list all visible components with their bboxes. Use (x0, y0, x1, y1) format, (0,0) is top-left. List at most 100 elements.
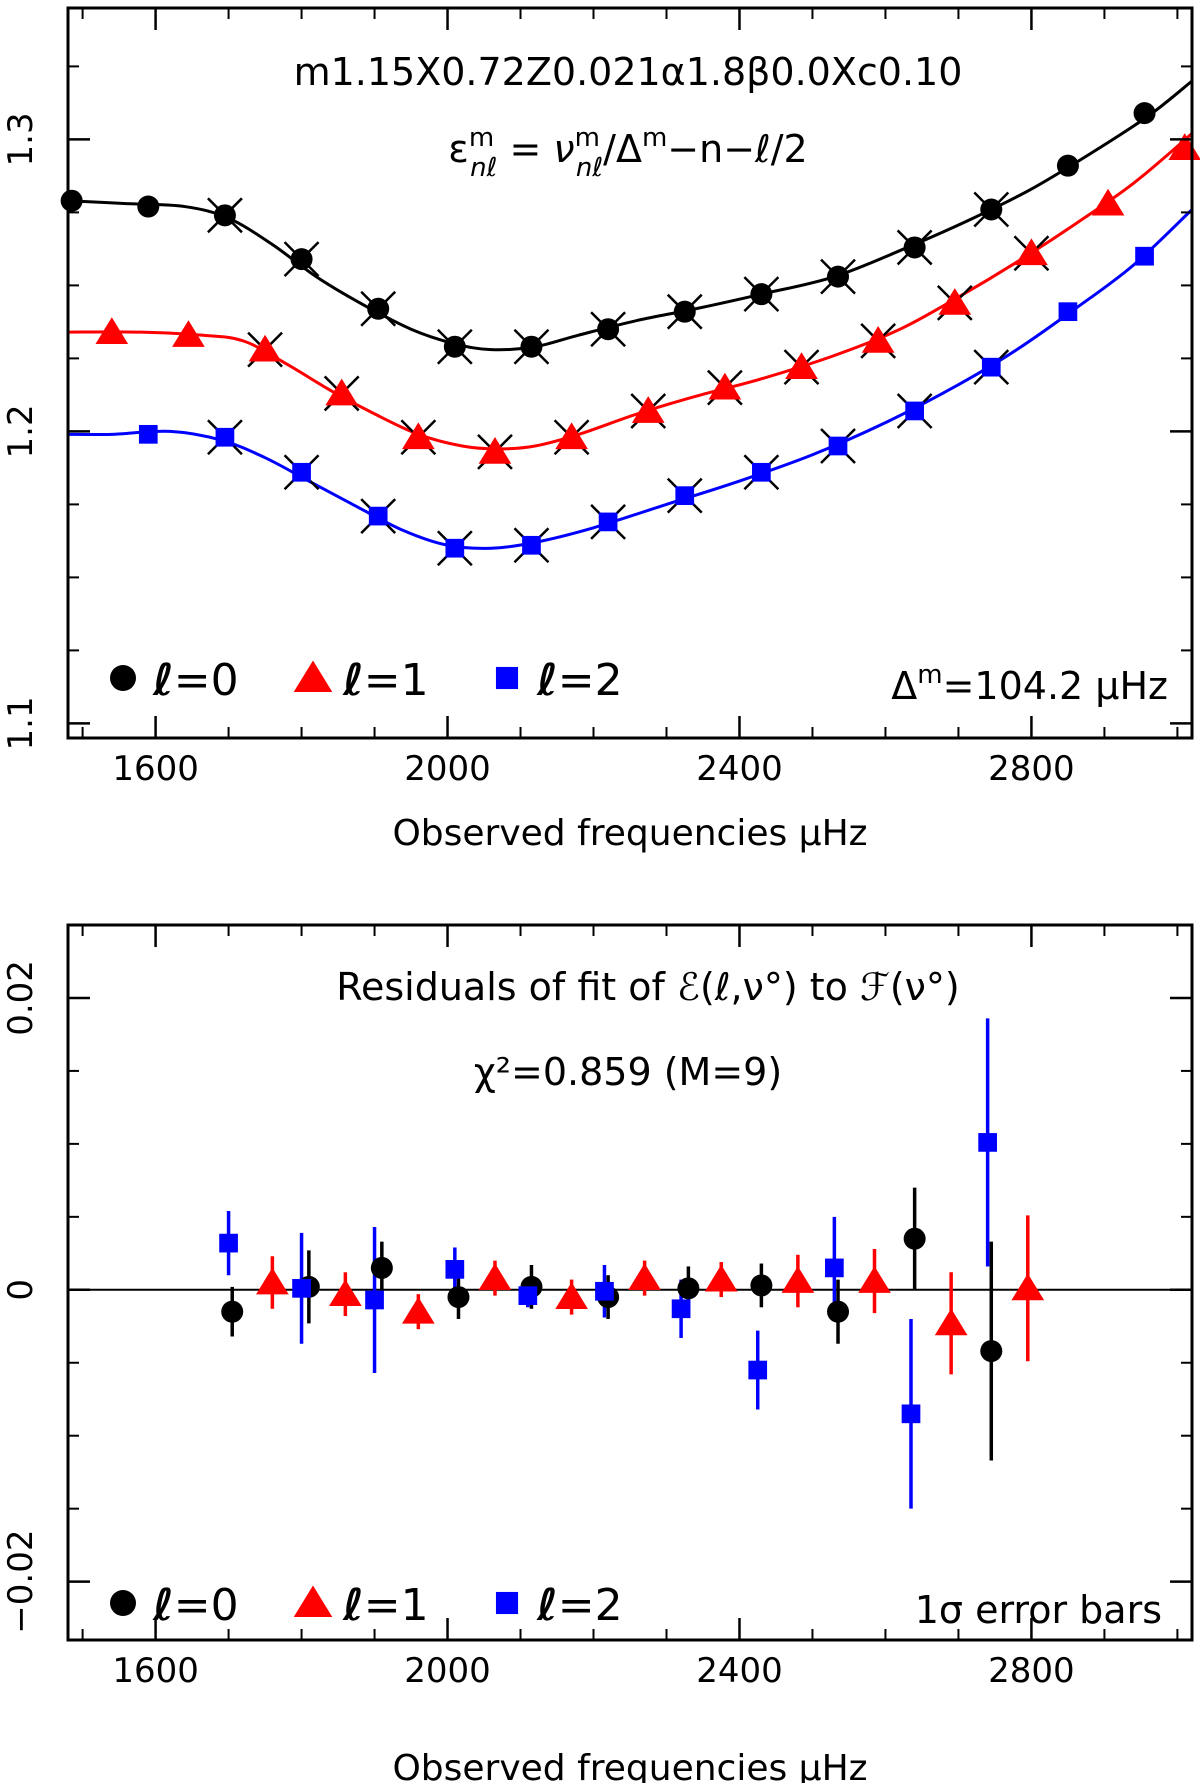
data-point (213, 204, 236, 227)
top-panel: 1600 2000 2400 2800 1.1 1.2 1.3 m1.15X0.72Z0.… (1, 6, 1200, 854)
data-point (256, 1267, 289, 1295)
data-point (520, 335, 543, 358)
bottom-plot-frame (66, 923, 1194, 1642)
data-point (781, 1266, 815, 1293)
data-point (708, 372, 742, 400)
data-point (981, 357, 1001, 377)
top-chart-formula: εm nℓ = νm nℓ/Δm−n−ℓ/2 (448, 123, 807, 183)
bottom-y-tick-label: −0.02 (1, 1530, 41, 1634)
legend-label: ℓ=2 (536, 655, 623, 706)
data-point (934, 1308, 968, 1336)
data-point (825, 1258, 844, 1278)
bottom-x-tick-label: 2000 (404, 1651, 491, 1691)
bottom-chart-title: Residuals of fit of ℰ(ℓ,ν°) to ℱ(ν°) (336, 965, 959, 1009)
bottom-chi-square: χ²=0.859 (M=9) (474, 1050, 782, 1094)
top-axis-ticks (68, 8, 1192, 738)
top-y-tick-label: 1.1 (1, 696, 41, 750)
bottom-y-tick-label: 0 (1, 1279, 41, 1301)
legend-label: ℓ=0 (152, 1580, 239, 1631)
top-chart-title: m1.15X0.72Z0.021α1.8β0.0Xc0.10 (294, 50, 963, 94)
legend-label: ℓ=1 (342, 655, 429, 706)
legend-marker (110, 665, 136, 691)
data-point (367, 297, 390, 320)
bottom-x-axis-title: Observed frequencies μHz (392, 1748, 867, 1783)
data-point (1091, 188, 1125, 216)
data-point (1168, 133, 1200, 161)
bottom-panel: 1600 2000 2400 2800 −0.02 0 0.02 Residuals of… (1, 923, 1194, 1783)
data-point (980, 198, 1003, 221)
data-point (828, 436, 848, 456)
data-point (704, 1264, 738, 1292)
data-point (905, 401, 924, 421)
data-point (675, 486, 695, 505)
data-point (861, 326, 895, 353)
data-point (827, 1300, 850, 1323)
data-point (447, 1286, 470, 1309)
top-x-tick-label: 2000 (404, 749, 491, 789)
data-point (628, 1263, 661, 1291)
data-point (555, 422, 588, 450)
data-point (978, 1133, 997, 1152)
data-point (597, 318, 620, 341)
data-point (402, 422, 435, 450)
data-point (215, 427, 235, 447)
data-point (443, 335, 466, 358)
data-point (329, 1279, 362, 1307)
data-point (750, 283, 773, 306)
top-legend: ℓ=0 ℓ=1 ℓ=2 (110, 655, 623, 706)
data-point (95, 317, 129, 344)
bottom-x-tick-label: 1600 (112, 1651, 199, 1691)
data-point (677, 1277, 700, 1300)
data-point (903, 1227, 926, 1250)
bottom-data-markers (219, 1133, 1045, 1424)
data-point (1056, 154, 1079, 177)
legend-marker (110, 1590, 136, 1616)
data-point (631, 396, 665, 423)
data-point (402, 1296, 435, 1324)
top-x-tick-label: 2400 (696, 749, 783, 789)
data-point (445, 1260, 465, 1279)
data-point (60, 189, 83, 212)
bottom-error-bar-note: 1σ error bars (915, 1588, 1162, 1632)
data-point (138, 424, 158, 444)
data-point (219, 1233, 238, 1253)
data-point (1135, 246, 1154, 266)
data-point (172, 320, 205, 347)
data-point (671, 1299, 691, 1319)
data-point (903, 236, 926, 259)
top-x-tick-label: 1600 (112, 749, 199, 789)
legend-marker (293, 1585, 333, 1618)
data-point (827, 265, 850, 288)
data-point (368, 506, 388, 526)
bottom-y-tick-labels: −0.02 0 0.02 (1, 960, 41, 1634)
fit-curve (67, 208, 1194, 550)
legend-marker (293, 660, 333, 693)
legend-marker (495, 1591, 519, 1615)
top-data-markers (60, 102, 1200, 558)
bottom-x-tick-labels: 1600 2000 2400 2800 (112, 1651, 1074, 1691)
data-point (478, 1263, 512, 1291)
top-delta-annotation: Δm=104.2 μHz (891, 660, 1168, 708)
bottom-y-tick-label: 0.02 (1, 960, 41, 1036)
data-point (290, 248, 313, 271)
bottom-axis-ticks (68, 925, 1192, 1640)
data-point (292, 1278, 311, 1298)
bottom-legend: ℓ=0 ℓ=1 ℓ=2 (110, 1580, 623, 1631)
top-x-tick-label: 2800 (988, 749, 1075, 789)
data-point (858, 1266, 891, 1293)
data-point (750, 1274, 773, 1297)
data-point (248, 334, 282, 362)
data-point (221, 1300, 244, 1323)
data-point (1058, 302, 1078, 322)
data-point (292, 462, 311, 482)
legend-marker (495, 666, 519, 690)
top-x-axis-title: Observed frequencies μHz (392, 813, 867, 854)
data-point (598, 512, 618, 532)
data-point (518, 1286, 538, 1305)
fit-curve (67, 132, 1193, 451)
data-point (752, 462, 771, 482)
data-point (901, 1404, 921, 1424)
data-point (370, 1256, 393, 1279)
top-x-tick-labels: 1600 2000 2400 2800 (112, 749, 1074, 789)
